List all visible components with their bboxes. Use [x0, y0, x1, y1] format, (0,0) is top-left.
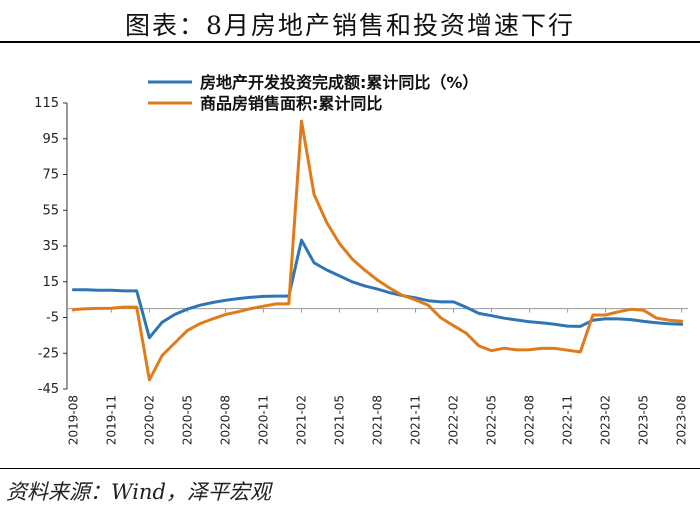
x-tick-label: 2020-11 — [256, 395, 270, 445]
x-tick-label: 2022-02 — [447, 395, 461, 445]
x-tick-label: 2020-05 — [180, 395, 194, 445]
source-note: 资料来源：Wind，泽平宏观 — [6, 480, 271, 504]
chart-legend: 房地产开发投资完成额:累计同比（%） 商品房销售面积:累计同比 — [148, 73, 478, 113]
y-tick-label: 35 — [42, 239, 59, 254]
y-tick-label: 15 — [42, 275, 59, 290]
chart-axes: 115 95 75 55 35 15 -5 -25 -45 2019-08 2019-11 2020-… — [34, 96, 688, 445]
y-tick-label: 75 — [42, 168, 59, 183]
x-tick-label: 2020-08 — [218, 395, 232, 445]
title-divider — [0, 41, 700, 43]
y-tick-label: -25 — [38, 346, 59, 361]
x-tick-label: 2022-08 — [523, 395, 537, 445]
y-tick-label: 55 — [42, 203, 59, 218]
legend-label-1: 房地产开发投资完成额:累计同比（%） — [200, 73, 478, 92]
y-tick-label: 95 — [42, 132, 59, 147]
x-tick-label: 2022-05 — [485, 395, 499, 445]
line-chart: 115 95 75 55 35 15 -5 -25 -45 2019-08 2019-11 2020-… — [34, 73, 688, 445]
series-line-2 — [71, 119, 684, 382]
legend-label-2: 商品房销售面积:累计同比 — [200, 94, 382, 113]
x-tick-label: 2023-02 — [599, 395, 613, 445]
series-line-1 — [71, 238, 684, 340]
x-tick-label: 2021-05 — [332, 395, 346, 445]
x-tick-label: 2023-05 — [637, 395, 651, 445]
y-tick-label: 115 — [34, 96, 59, 111]
x-tick-label: 2021-08 — [371, 395, 385, 445]
y-tick-label: -5 — [46, 311, 59, 326]
x-tick-label: 2021-02 — [294, 395, 308, 445]
x-tick-label: 2019-11 — [104, 395, 118, 445]
chart-series — [71, 119, 684, 382]
source-divider — [0, 468, 700, 469]
x-tick-label: 2022-11 — [561, 395, 575, 445]
x-tick-label: 2019-08 — [66, 395, 80, 445]
x-tick-label: 2020-02 — [142, 395, 156, 445]
x-tick-label: 2021-11 — [409, 395, 423, 445]
chart-title: 图表：8月房地产销售和投资增速下行 — [125, 11, 575, 40]
y-tick-label: -45 — [38, 382, 59, 397]
x-tick-label: 2023-08 — [675, 395, 689, 445]
